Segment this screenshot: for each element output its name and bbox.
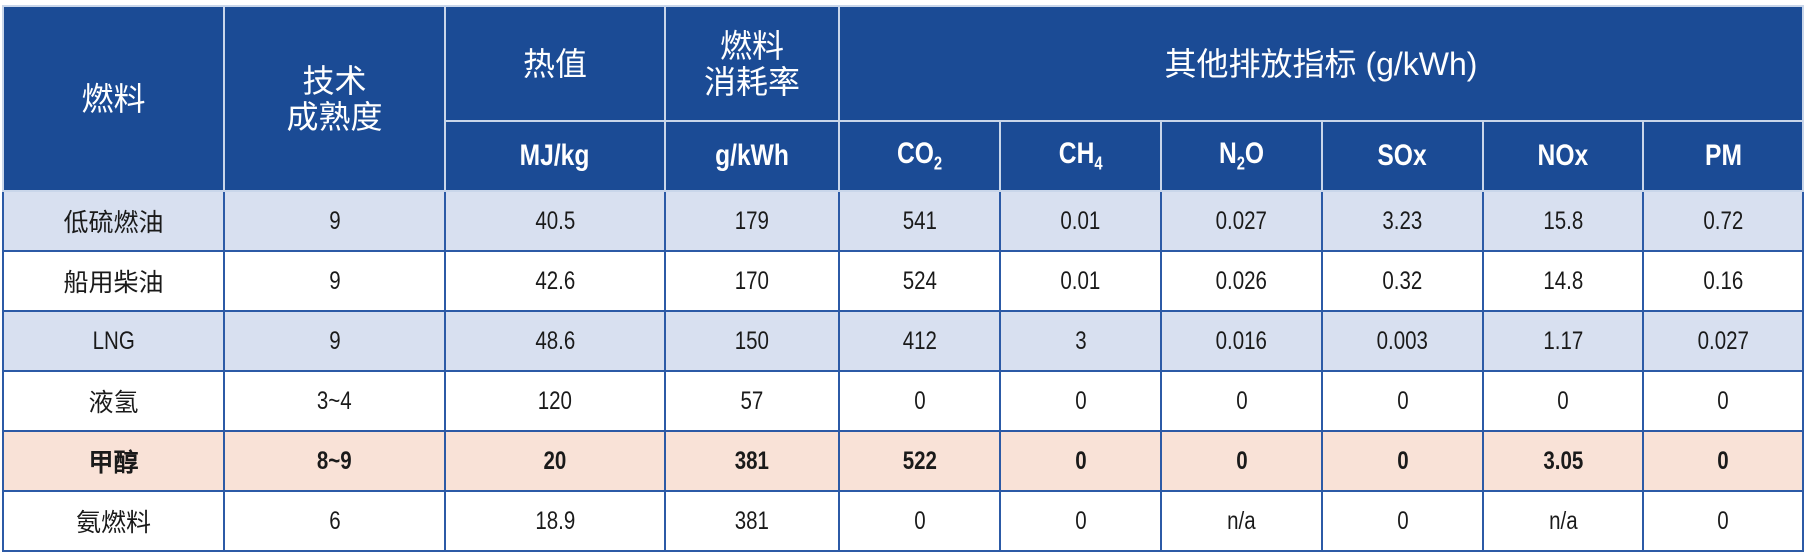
- cell-fuel: 液氢: [2, 370, 225, 432]
- cell-n2o: 0.016: [1160, 310, 1323, 372]
- header-maturity: 技术 成熟度: [223, 5, 446, 192]
- cell-maturity: 6: [223, 490, 446, 552]
- cell-ch4: 0.01: [999, 250, 1162, 312]
- cell-consumption: 170: [664, 250, 840, 312]
- cell-nox: n/a: [1482, 490, 1644, 552]
- cell-pm: 0.027: [1642, 310, 1804, 372]
- cell-nox: 15.8: [1482, 190, 1644, 252]
- cell-co2: 524: [838, 250, 1001, 312]
- table-body: 低硫燃油 9 40.5 179 541 0.01 0.027 3.23 15.8 0.72 船用柴油…: [2, 190, 1804, 552]
- cell-heat-value: 42.6: [444, 250, 666, 312]
- cell-fuel: 船用柴油: [2, 250, 225, 312]
- cell-co2: 522: [838, 430, 1001, 492]
- cell-n2o: n/a: [1160, 490, 1323, 552]
- cell-n2o: 0.027: [1160, 190, 1323, 252]
- table-row: 甲醇 8~9 20 381 522 0 0 0 3.05 0: [2, 430, 1804, 492]
- table-row: 低硫燃油 9 40.5 179 541 0.01 0.027 3.23 15.8 0.72: [2, 190, 1804, 252]
- cell-co2: 412: [838, 310, 1001, 372]
- header-consumption-unit: g/kWh: [664, 120, 840, 192]
- cell-ch4: 0.01: [999, 190, 1162, 252]
- cell-ch4: 3: [999, 310, 1162, 372]
- cell-co2: 0: [838, 490, 1001, 552]
- table-row: 氨燃料 6 18.9 381 0 0 n/a 0 n/a 0: [2, 490, 1804, 552]
- cell-co2: 0: [838, 370, 1001, 432]
- header-sox: SOx: [1321, 120, 1484, 192]
- cell-pm: 0: [1642, 370, 1804, 432]
- cell-heat-value: 18.9: [444, 490, 666, 552]
- header-ch4: CH4: [999, 120, 1162, 192]
- cell-consumption: 179: [664, 190, 840, 252]
- cell-maturity: 3~4: [223, 370, 446, 432]
- cell-heat-value: 20: [444, 430, 666, 492]
- cell-fuel: 氨燃料: [2, 490, 225, 552]
- cell-maturity: 9: [223, 310, 446, 372]
- cell-heat-value: 120: [444, 370, 666, 432]
- cell-fuel: 低硫燃油: [2, 190, 225, 252]
- table-row: LNG 9 48.6 150 412 3 0.016 0.003 1.17 0.027: [2, 310, 1804, 372]
- cell-maturity: 9: [223, 190, 446, 252]
- header-n2o: N2O: [1160, 120, 1323, 192]
- cell-pm: 0.72: [1642, 190, 1804, 252]
- cell-fuel: LNG: [2, 310, 225, 372]
- cell-pm: 0.16: [1642, 250, 1804, 312]
- cell-pm: 0: [1642, 430, 1804, 492]
- header-pm: PM: [1642, 120, 1804, 192]
- table-row: 船用柴油 9 42.6 170 524 0.01 0.026 0.32 14.8 0.16: [2, 250, 1804, 312]
- cell-consumption: 381: [664, 430, 840, 492]
- cell-sox: 0.32: [1321, 250, 1484, 312]
- cell-sox: 0.003: [1321, 310, 1484, 372]
- cell-consumption: 57: [664, 370, 840, 432]
- cell-co2: 541: [838, 190, 1001, 252]
- cell-pm: 0: [1642, 490, 1804, 552]
- cell-heat-value: 48.6: [444, 310, 666, 372]
- cell-ch4: 0: [999, 430, 1162, 492]
- cell-n2o: 0: [1160, 370, 1323, 432]
- cell-maturity: 8~9: [223, 430, 446, 492]
- cell-sox: 3.23: [1321, 190, 1484, 252]
- cell-ch4: 0: [999, 490, 1162, 552]
- fuel-comparison-table: 燃料 技术 成熟度 热值 燃料 消耗率 其他排放指标 (g/kWh) MJ/kg g…: [2, 5, 1804, 552]
- header-emissions: 其他排放指标 (g/kWh): [838, 5, 1804, 122]
- cell-ch4: 0: [999, 370, 1162, 432]
- cell-sox: 0: [1321, 430, 1484, 492]
- cell-nox: 0: [1482, 370, 1644, 432]
- header-fuel: 燃料: [2, 5, 225, 192]
- cell-heat-value: 40.5: [444, 190, 666, 252]
- cell-fuel: 甲醇: [2, 430, 225, 492]
- cell-n2o: 0: [1160, 430, 1323, 492]
- header-co2: CO2: [838, 120, 1001, 192]
- cell-n2o: 0.026: [1160, 250, 1323, 312]
- cell-sox: 0: [1321, 370, 1484, 432]
- cell-sox: 0: [1321, 490, 1484, 552]
- cell-nox: 1.17: [1482, 310, 1644, 372]
- table-row: 液氢 3~4 120 57 0 0 0 0 0 0: [2, 370, 1804, 432]
- cell-nox: 14.8: [1482, 250, 1644, 312]
- cell-consumption: 150: [664, 310, 840, 372]
- header-consumption: 燃料 消耗率: [664, 5, 840, 122]
- cell-consumption: 381: [664, 490, 840, 552]
- cell-nox: 3.05: [1482, 430, 1644, 492]
- header-nox: NOx: [1482, 120, 1644, 192]
- header-heat-unit: MJ/kg: [444, 120, 666, 192]
- cell-maturity: 9: [223, 250, 446, 312]
- header-heat-value: 热值: [444, 5, 666, 122]
